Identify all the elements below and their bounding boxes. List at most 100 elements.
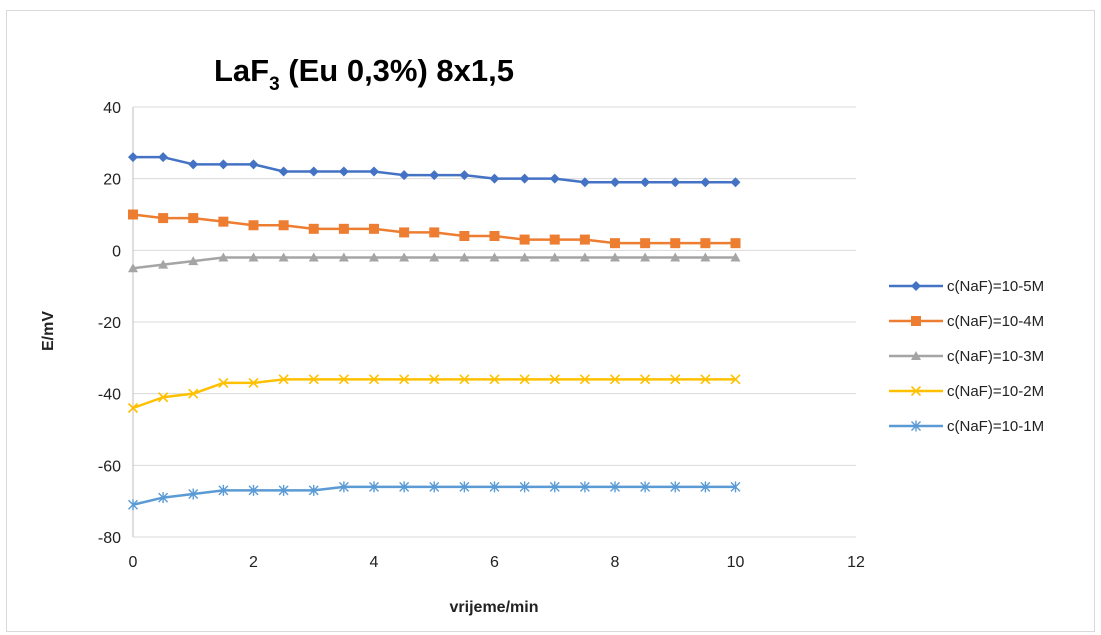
data-point (188, 388, 199, 399)
data-point (369, 223, 379, 234)
data-point (489, 374, 500, 385)
legend: c(NaF)=10-5M c(NaF)=10-4M c(NaF)=10-3M c(Na… (889, 278, 1044, 435)
data-point (640, 252, 651, 262)
data-point (369, 481, 379, 493)
data-point (700, 177, 711, 188)
data-point (670, 177, 681, 188)
data-point (730, 177, 741, 188)
data-point (368, 374, 380, 385)
data-point (399, 170, 410, 181)
data-point (640, 481, 651, 493)
data-point (519, 252, 530, 262)
legend-label: c(NaF)=10-3M (947, 348, 1044, 365)
legend-label: c(NaF)=10-4M (947, 313, 1044, 330)
data-point (730, 481, 741, 493)
chart-frame: LaF3 (Eu 0,3%) 8x1,5 -80 -60 -40 -20 0 20 40 0 2… (6, 10, 1095, 632)
x-tick-label: 2 (249, 554, 258, 571)
data-point (610, 177, 620, 188)
data-point (308, 484, 319, 496)
data-point (338, 481, 349, 493)
series-3 (128, 252, 741, 273)
x-tick-label: 6 (490, 554, 499, 571)
data-point (308, 252, 319, 262)
chart-title-rest: (Eu 0,3%) 8x1,5 (280, 53, 514, 88)
data-point (459, 170, 470, 181)
data-point (609, 374, 621, 385)
data-point (579, 252, 590, 262)
x-tick-label: 8 (611, 554, 620, 571)
data-point (549, 481, 560, 493)
data-point (640, 374, 651, 385)
data-point (128, 263, 138, 273)
legend-entry: c(NaF)=10-2M (889, 383, 1044, 400)
y-axis-title: E/mV (40, 311, 57, 351)
data-point (519, 234, 530, 245)
data-point (459, 481, 470, 493)
data-point (278, 220, 289, 231)
data-point (519, 173, 530, 184)
y-tick-label: -40 (98, 387, 121, 404)
data-point (610, 481, 620, 493)
chart-title-subscript: 3 (269, 74, 280, 95)
x-tick-label: 4 (370, 554, 379, 571)
data-point (278, 484, 289, 496)
data-point (911, 420, 921, 432)
data-point (730, 252, 741, 262)
data-point (248, 220, 259, 231)
y-tick-label: 0 (112, 243, 121, 260)
data-point (700, 481, 711, 493)
chart-title-main: LaF (214, 53, 269, 88)
data-point (429, 481, 440, 493)
legend-label: c(NaF)=10-2M (947, 383, 1044, 400)
legend-label: c(NaF)=10-1M (947, 418, 1044, 435)
data-point (579, 374, 590, 385)
data-point (519, 374, 530, 385)
data-point (308, 223, 319, 234)
data-point (670, 238, 681, 249)
data-point (188, 213, 199, 224)
data-point (640, 238, 651, 249)
y-tick-label: -60 (98, 458, 121, 475)
data-point (549, 374, 560, 385)
series-2 (128, 209, 741, 249)
data-point (459, 374, 470, 385)
data-point (911, 316, 921, 326)
data-point (489, 481, 500, 493)
gridlines (133, 106, 856, 538)
data-point (158, 213, 169, 224)
data-point (670, 481, 681, 493)
data-point (489, 173, 500, 184)
y-tick-label: 40 (103, 100, 121, 117)
data-point (489, 252, 500, 262)
data-point (579, 234, 590, 245)
data-point (218, 159, 229, 170)
data-point (188, 488, 199, 500)
y-tick-label: -20 (98, 315, 121, 332)
data-point (308, 166, 319, 177)
data-point (338, 166, 349, 177)
data-point (579, 481, 590, 493)
data-point (158, 392, 169, 403)
y-tick-label: -80 (98, 530, 121, 547)
data-point (429, 252, 440, 262)
data-point (399, 481, 410, 493)
data-point (910, 385, 922, 397)
data-point (459, 252, 470, 262)
data-point (338, 252, 349, 262)
data-point (700, 374, 711, 385)
data-point (188, 159, 199, 170)
legend-entry: c(NaF)=10-1M (889, 418, 1044, 435)
series-5 (128, 481, 741, 511)
data-point (730, 374, 741, 385)
data-point (610, 252, 620, 262)
legend-entry: c(NaF)=10-3M (889, 348, 1044, 365)
data-point (248, 377, 259, 388)
data-point (610, 238, 620, 249)
x-tick-label: 12 (847, 554, 865, 571)
data-point (308, 374, 319, 385)
data-point (399, 252, 410, 262)
series-1 (128, 152, 741, 188)
data-point (127, 402, 139, 414)
data-point (399, 374, 410, 385)
data-point (489, 231, 500, 241)
